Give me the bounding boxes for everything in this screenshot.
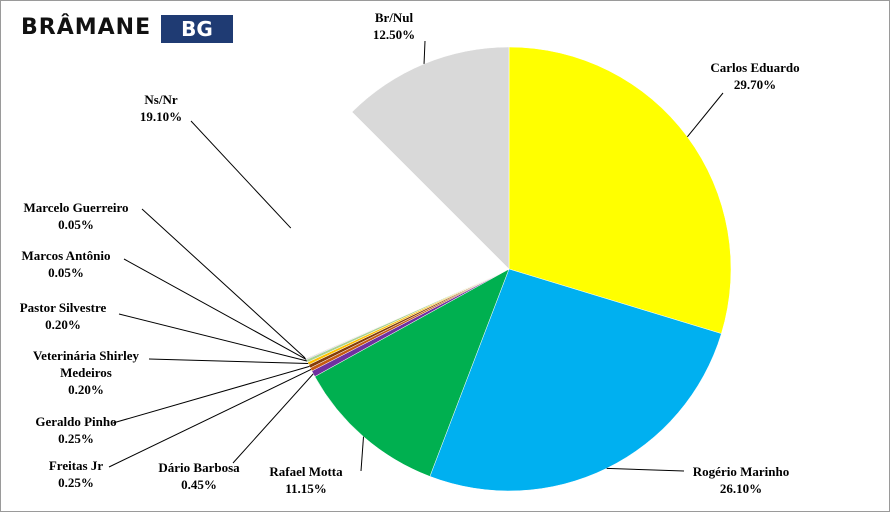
leader-line xyxy=(112,365,310,424)
slice-name: Ns/Nr xyxy=(144,92,178,107)
leader-line xyxy=(123,258,307,360)
slice-label: Carlos Eduardo 29.70% xyxy=(695,59,815,93)
slice-name: Rogério Marinho xyxy=(692,464,790,479)
leader-line xyxy=(108,369,312,468)
leader-line xyxy=(232,373,314,464)
slice-value: 19.10% xyxy=(139,109,183,124)
slice-label: Pastor Silvestre 0.20% xyxy=(3,299,123,333)
leader-line xyxy=(360,436,364,472)
leader-line xyxy=(423,40,426,64)
slice-name: Pastor Silvestre xyxy=(19,300,107,315)
slice-label: Veterinária Shirley Medeiros 0.20% xyxy=(16,347,156,398)
slice-value: 12.50% xyxy=(372,27,416,42)
slice-value: 0.25% xyxy=(58,475,94,490)
slice-name: Veterinária Shirley Medeiros xyxy=(32,348,140,380)
leader-line xyxy=(686,92,724,138)
slice-label: Ns/Nr 19.10% xyxy=(121,91,201,125)
slice-value: 0.05% xyxy=(58,217,94,232)
slice-label: Marcelo Guerreiro 0.05% xyxy=(6,199,146,233)
slice-label: Geraldo Pinho 0.25% xyxy=(21,413,131,447)
slice-value: 0.20% xyxy=(45,317,81,332)
slice-name: Br/Nul xyxy=(374,10,414,25)
pie-slice xyxy=(508,46,732,334)
slice-value: 29.70% xyxy=(733,77,777,92)
slice-name: Marcos Antônio xyxy=(21,248,111,263)
slice-value: 0.20% xyxy=(68,382,104,397)
slice-name: Freitas Jr xyxy=(48,458,104,473)
leader-line xyxy=(148,358,309,365)
slice-value: 0.25% xyxy=(58,431,94,446)
slice-name: Dário Barbosa xyxy=(158,460,240,475)
logo-brand: BRÂMANE xyxy=(21,15,152,40)
slice-label: Br/Nul 12.50% xyxy=(354,9,434,43)
slice-value: 26.10% xyxy=(719,481,763,496)
slice-label: Freitas Jr 0.25% xyxy=(36,457,116,491)
slice-label: Dário Barbosa 0.45% xyxy=(154,459,244,493)
leader-line xyxy=(190,120,292,229)
leader-line xyxy=(606,467,685,472)
slice-name: Carlos Eduardo xyxy=(710,60,800,75)
slice-label: Marcos Antônio 0.05% xyxy=(6,247,126,281)
slice-label: Rogério Marinho 26.10% xyxy=(676,463,806,497)
pie-slice xyxy=(351,46,510,270)
slice-value: 11.15% xyxy=(285,481,327,496)
pie-slice xyxy=(314,268,510,477)
leader-line xyxy=(141,208,307,360)
slice-name: Geraldo Pinho xyxy=(35,414,117,429)
slice-label: Rafael Motta 11.15% xyxy=(251,463,361,497)
slice-value: 0.45% xyxy=(181,477,217,492)
slice-value: 0.05% xyxy=(48,265,84,280)
leader-line xyxy=(118,313,308,362)
slice-name: Marcelo Guerreiro xyxy=(23,200,129,215)
slice-name: Rafael Motta xyxy=(269,464,343,479)
logo-badge: BG xyxy=(161,15,233,43)
